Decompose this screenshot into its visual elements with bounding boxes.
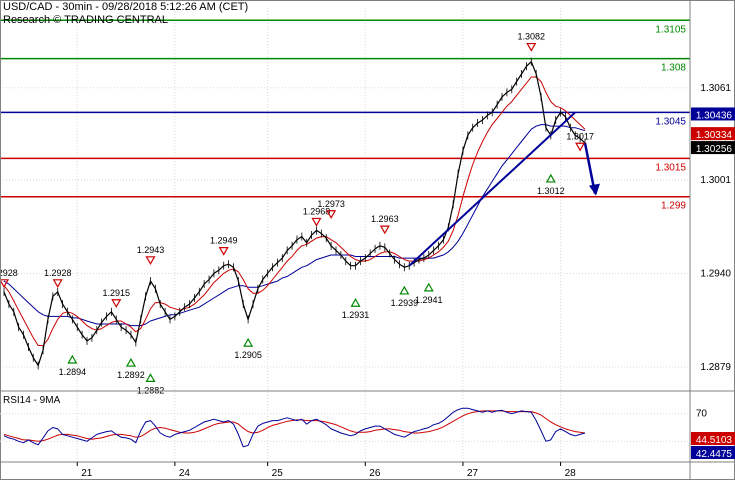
top-marker-icon bbox=[326, 210, 337, 219]
top-marker-icon bbox=[145, 256, 156, 266]
rsi-line bbox=[3, 407, 586, 448]
top-marker-icon bbox=[311, 217, 322, 227]
bottom-marker-icon bbox=[350, 298, 361, 307]
level-label: 1.299 bbox=[661, 201, 686, 212]
ma-slow-line bbox=[3, 124, 586, 327]
top-marker-icon bbox=[111, 299, 122, 308]
annotation-label: 1.3017 bbox=[566, 131, 594, 141]
x-tick-label: 26 bbox=[369, 468, 381, 479]
top-marker-icon bbox=[52, 279, 63, 289]
annotation-label: 1.2973 bbox=[317, 199, 345, 209]
price-tag bbox=[691, 107, 735, 121]
rsi-tag-label: 44.5103 bbox=[696, 435, 733, 446]
price-series bbox=[3, 57, 600, 370]
annotation-label: 1.2968 bbox=[303, 206, 331, 216]
top-marker-icon bbox=[218, 246, 229, 256]
annotation-label: 1.2941 bbox=[415, 295, 443, 305]
level-label: 1.308 bbox=[661, 63, 686, 74]
price-tag bbox=[691, 141, 735, 155]
annotation-label: 1.2963 bbox=[371, 214, 399, 224]
bottom-marker-icon bbox=[545, 173, 556, 183]
level-label: 1.3015 bbox=[655, 162, 686, 173]
rsi-tag bbox=[691, 446, 735, 459]
annotation-label: 1.2882 bbox=[137, 385, 165, 395]
x-tick-label: 27 bbox=[467, 468, 479, 479]
support-resistance-levels: 1.3105 1.308 1.3045 1.3015 1.299 bbox=[0, 19, 690, 212]
annotation-label: 1.2943 bbox=[137, 245, 165, 255]
rsi-tag bbox=[691, 432, 735, 445]
top-marker-icon bbox=[526, 42, 537, 52]
top-marker-icon bbox=[379, 225, 390, 235]
annotation-label: 1.2931 bbox=[342, 310, 370, 320]
ma-fast-line bbox=[3, 76, 586, 346]
annotation-label: 1.3082 bbox=[518, 32, 546, 42]
annotation-label: 1.2915 bbox=[103, 288, 131, 298]
price-line bbox=[3, 61, 586, 367]
annotations: 1.29281.29281.29151.29431.29491.29681.29… bbox=[0, 32, 594, 395]
price-tag-label: 1.30436 bbox=[696, 110, 733, 121]
grid bbox=[0, 8, 690, 462]
bottom-marker-icon bbox=[145, 373, 156, 382]
price-tag-label: 1.30256 bbox=[696, 144, 733, 155]
x-tick-label: 24 bbox=[179, 468, 191, 479]
annotation-label: 1.2905 bbox=[234, 350, 262, 360]
rsi-ma-line bbox=[3, 410, 586, 442]
annotation-label: 1.2928 bbox=[44, 268, 72, 278]
x-tick-label: 21 bbox=[81, 468, 93, 479]
bottom-marker-icon bbox=[243, 337, 254, 347]
bottom-marker-icon bbox=[399, 285, 410, 295]
y-tick-label: 1.3001 bbox=[700, 175, 731, 186]
annotation-label: 1.2928 bbox=[0, 268, 18, 278]
level-label: 1.3105 bbox=[655, 24, 686, 35]
annotation-label: 1.2894 bbox=[59, 367, 87, 377]
trend-arrow-head bbox=[589, 183, 600, 196]
top-marker-icon bbox=[575, 142, 586, 152]
bottom-marker-icon bbox=[67, 354, 78, 364]
y-tick-label: 1.3061 bbox=[700, 83, 731, 94]
annotation-label: 1.2892 bbox=[117, 370, 145, 380]
bottom-marker-icon bbox=[125, 357, 136, 367]
annotation-label: 1.3012 bbox=[537, 186, 565, 196]
rsi-title: RSI14 - 9MA bbox=[3, 395, 61, 406]
chart-subtitle: Research © TRADING CENTRAL bbox=[3, 14, 168, 26]
y-tick-label: 1.2940 bbox=[700, 268, 731, 279]
x-tick-label: 25 bbox=[272, 468, 284, 479]
x-tick-label: 28 bbox=[565, 468, 577, 479]
trend-line bbox=[408, 111, 576, 267]
price-tag-label: 1.30334 bbox=[696, 130, 733, 141]
chart-title: USD/CAD - 30min - 09/28/2018 5:12:26 AM … bbox=[3, 1, 249, 13]
annotation-label: 1.2949 bbox=[210, 236, 238, 246]
top-marker-icon bbox=[0, 279, 10, 289]
rsi-tag-label: 42.4475 bbox=[696, 449, 733, 460]
y-tick-label: 1.2879 bbox=[700, 362, 731, 373]
bottom-marker-icon bbox=[423, 282, 434, 292]
rsi-tick-label: 70 bbox=[696, 409, 708, 420]
level-label: 1.3045 bbox=[655, 116, 686, 127]
price-tag bbox=[691, 127, 735, 141]
annotation-label: 1.2939 bbox=[391, 298, 419, 308]
